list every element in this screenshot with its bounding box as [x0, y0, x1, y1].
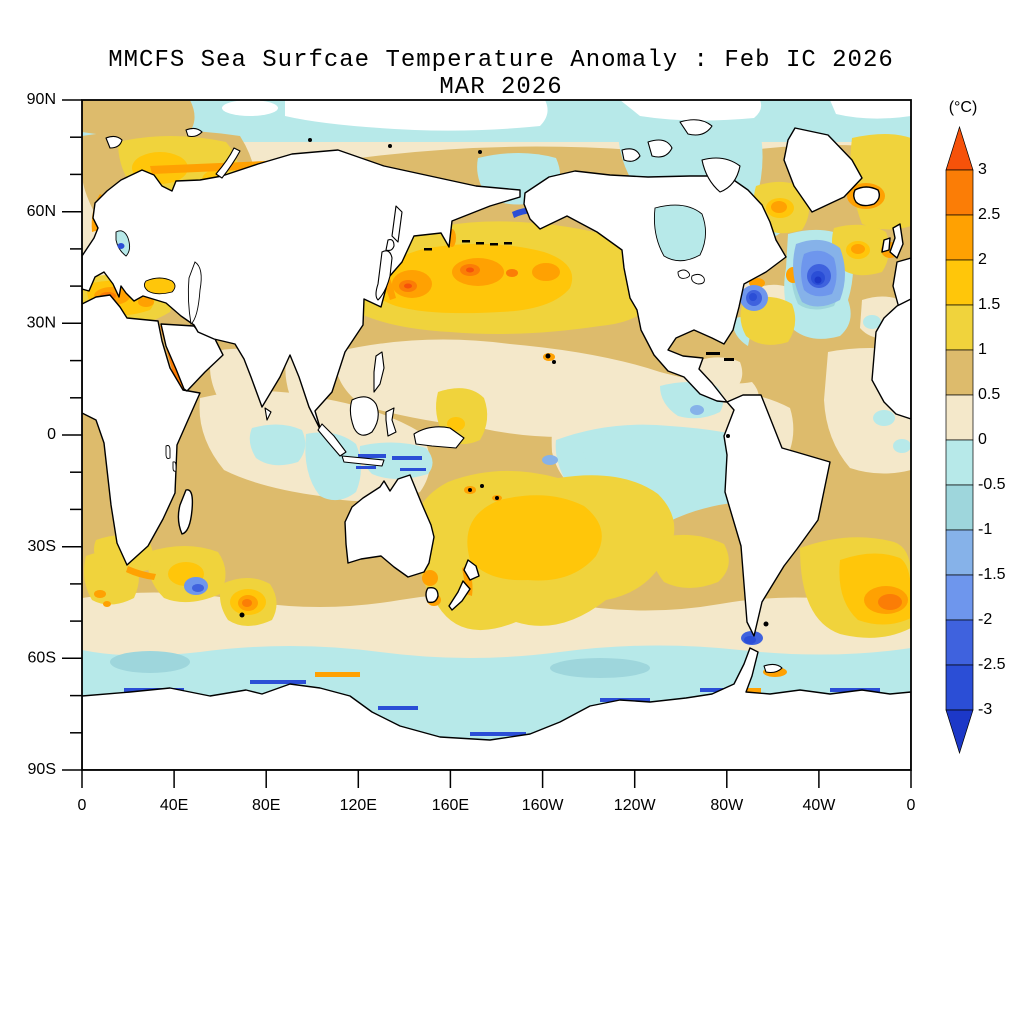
- land-franz-josef: [185, 127, 203, 138]
- land-antarctica: [82, 647, 911, 770]
- y-tick-label: 90N: [27, 91, 56, 108]
- colorbar-tick-label: -2.5: [978, 656, 1006, 673]
- colorbar-segment: [945, 664, 974, 711]
- land-borneo: [349, 396, 379, 436]
- colorbar-tick-label: -0.5: [978, 476, 1006, 493]
- colorbar-tick-label: 1: [978, 341, 987, 358]
- polar-white-patches: [222, 100, 911, 131]
- land-sulawesi: [385, 407, 397, 437]
- land-madagascar: [177, 489, 194, 535]
- colorbar-segment: [945, 259, 974, 306]
- land-japan: [375, 250, 393, 301]
- colorbar-tick-label: -1: [978, 521, 992, 538]
- land-australia: [344, 474, 435, 578]
- land-victoria-island: [647, 139, 673, 158]
- land-north-america: [523, 170, 787, 403]
- colorbar-segment: [945, 394, 974, 441]
- x-tick-label: 160E: [432, 797, 469, 814]
- colorbar-tick-label: 3: [978, 161, 987, 178]
- colorbar-arrow-top: [945, 125, 974, 171]
- colorbar-tick-label: 1.5: [978, 296, 1000, 313]
- figure-title: MMCFS Sea Surfcae Temperature Anomaly : …: [108, 47, 894, 74]
- land-hokkaido: [385, 239, 395, 252]
- colorbar-tick-label: -1.5: [978, 566, 1006, 583]
- x-tick-label: 0: [78, 797, 87, 814]
- land-new-zealand-south: [448, 580, 471, 611]
- colorbar-segment: [945, 214, 974, 261]
- colorbar-tick-label: 0: [978, 431, 987, 448]
- y-tick-label: 60S: [28, 650, 56, 667]
- land-greenland: [783, 127, 863, 213]
- y-axis: 90N 60N 30N 0 30S 60S 90S: [27, 91, 82, 778]
- colorbar-segment: [945, 484, 974, 531]
- land-africa: [82, 294, 201, 566]
- land-baffin-island: [701, 157, 741, 193]
- land-novaya-zemlya: [215, 147, 241, 179]
- land-philippines: [373, 351, 385, 393]
- y-tick-label: 60N: [27, 203, 56, 220]
- land-sakhalin: [391, 205, 403, 243]
- y-tick-label: 30N: [27, 315, 56, 332]
- x-tick-label: 120W: [614, 797, 657, 814]
- colorbar-segment: [945, 619, 974, 666]
- map-panel: [82, 100, 911, 770]
- colorbar-segment: [945, 574, 974, 621]
- x-axis: 0 40E 80E 120E 160E 160W 120W 80W 40W 0: [78, 770, 916, 814]
- land-svalbard: [105, 135, 123, 149]
- x-tick-label: 80W: [710, 797, 744, 814]
- land-west-africa: [871, 298, 911, 420]
- colorbar-segment: [945, 304, 974, 351]
- x-tick-label: 40E: [160, 797, 188, 814]
- colorbar-segment: [945, 439, 974, 486]
- land-sri-lanka: [264, 407, 272, 421]
- x-tick-label: 0: [907, 797, 916, 814]
- land-ellesmere: [679, 119, 713, 136]
- y-tick-label: 30S: [28, 538, 56, 555]
- colorbar-segment: [945, 529, 974, 576]
- land-south-america: [723, 394, 831, 637]
- x-tick-label: 40W: [802, 797, 836, 814]
- colorbar-segment: [945, 349, 974, 396]
- caspian-sea: [187, 261, 202, 325]
- land-iceland: [853, 186, 881, 207]
- colorbar-tick-label: 2: [978, 251, 987, 268]
- hudson-bay: [653, 204, 706, 262]
- colorbar-tick-label: -3: [978, 701, 992, 718]
- land-tasmania: [425, 586, 439, 604]
- land-eurasia: [82, 149, 521, 432]
- land-sumatra: [317, 423, 347, 457]
- coastlines-land: [82, 119, 911, 770]
- colorbar-tick-label: -2: [978, 611, 992, 628]
- y-tick-label: 90S: [28, 761, 56, 778]
- y-tick-label: 0: [47, 426, 56, 443]
- land-uk: [889, 223, 904, 259]
- african-lakes: [165, 445, 177, 472]
- island-dots: [239, 138, 769, 627]
- anomaly-red-dots: [404, 267, 474, 289]
- colorbar-tick-label: 0.5: [978, 386, 1000, 403]
- x-tick-label: 160W: [522, 797, 565, 814]
- figure-subtitle: MAR 2026: [439, 74, 562, 101]
- colorbar: (°C) 3 2.5 2 1.5 1 0.5 0 -0.5 -1 -1.5 -2…: [945, 99, 1006, 755]
- land-new-zealand-north: [463, 559, 480, 581]
- x-tick-label: 120E: [340, 797, 377, 814]
- colorbar-tick-label: 2.5: [978, 206, 1000, 223]
- land-banks-island: [621, 148, 641, 162]
- x-tick-label: 80E: [252, 797, 280, 814]
- colorbar-segment: [945, 169, 974, 216]
- inland-waters: [115, 204, 706, 472]
- colorbar-unit-label: (°C): [949, 99, 978, 116]
- land-ireland: [881, 237, 891, 253]
- colorbar-arrow-bottom: [945, 709, 974, 755]
- land-new-guinea: [413, 426, 465, 449]
- land-java: [341, 455, 385, 467]
- baltic-cold-spot: [117, 243, 125, 249]
- black-sea: [143, 277, 176, 295]
- land-south-georgia: [763, 663, 783, 674]
- great-lakes: [677, 269, 705, 285]
